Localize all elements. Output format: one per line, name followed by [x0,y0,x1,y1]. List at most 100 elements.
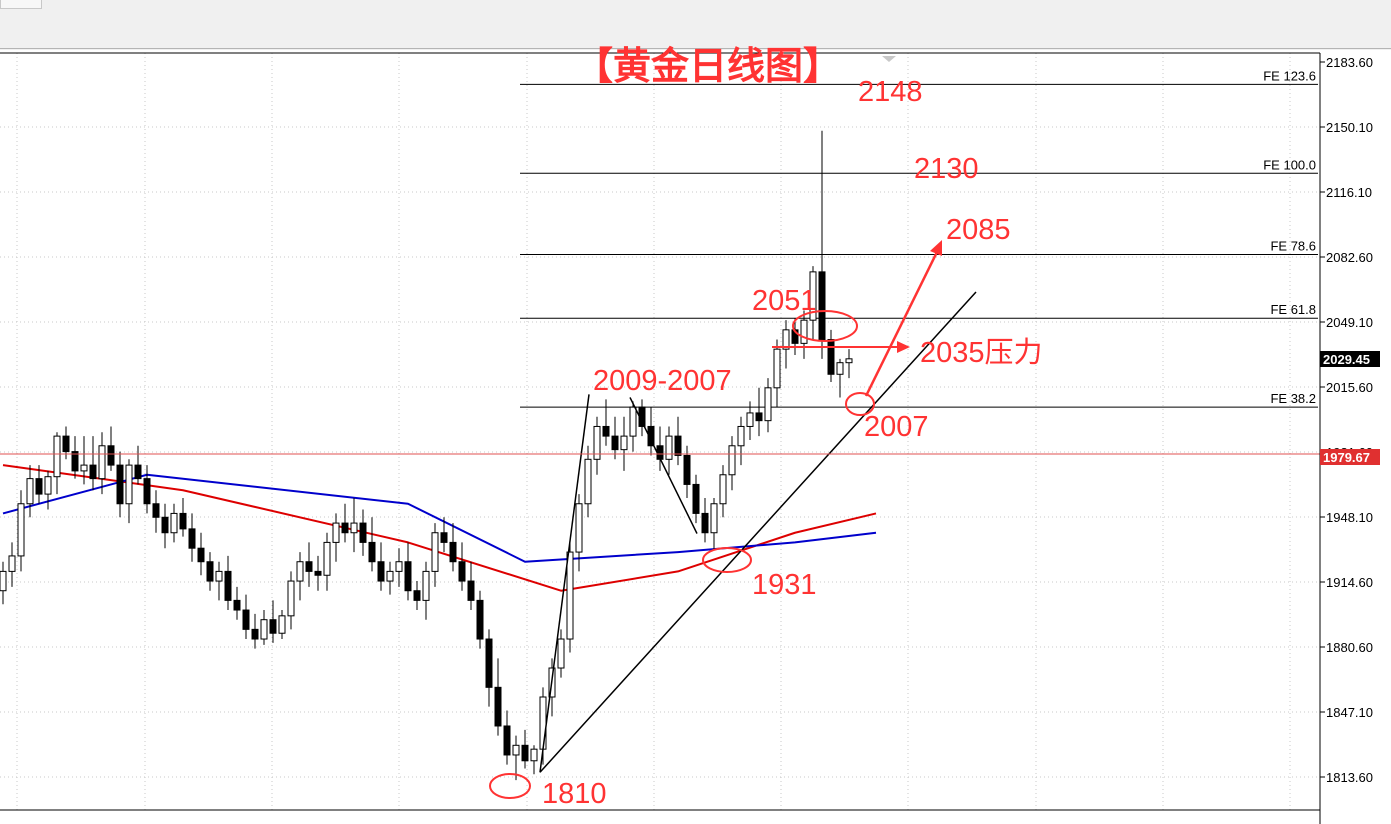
candle-body [341,522,349,534]
candle-body [188,528,196,549]
candle-body [845,358,853,364]
candle-body [143,478,151,505]
candle-body [314,570,322,576]
candle-body [458,561,466,582]
candle-body [647,425,655,447]
candle-body [620,435,628,451]
candle-body [107,445,115,466]
trendline [629,397,698,534]
candle-body [764,387,772,422]
candle-body [530,748,538,762]
candle-body [629,406,637,437]
candle-body [395,561,403,572]
price-axis: 2183.60 2150.10 2116.10 2082.60 2049.10 2015.… [1320,55,1373,785]
candle-body [125,464,133,505]
candle-body [296,561,304,582]
candle-body [260,619,268,640]
toolbar-button[interactable] [0,0,42,9]
price-axis-label: 1880.60 [1326,640,1373,655]
candle-body [476,599,484,640]
price-axis-label: 2015.60 [1326,380,1373,395]
candle-body [332,522,340,543]
candle-body [539,696,547,750]
price-axis-label: 2183.60 [1326,55,1373,70]
candle-body [26,478,34,505]
annotation-2130: 2130 [914,153,979,185]
fib-level-label: FE 123.6 [1263,68,1316,83]
candle-body [17,503,25,557]
toolbar [0,0,1391,50]
candle-body [584,458,592,505]
candle-body [53,435,61,478]
candle-body [251,628,259,640]
moving-average-line [2,464,877,592]
annotation-2035: 2035压力 [920,336,1043,369]
candle-body [503,725,511,756]
marker-price-label: 1979.67 [1323,450,1370,465]
annotation-1931: 1931 [752,569,817,601]
chart-background [0,50,1391,824]
candle-body [800,319,808,344]
price-axis-label: 2082.60 [1326,250,1373,265]
toolbar-divider [0,48,1391,49]
candle-body [674,435,682,456]
candle-body [215,570,223,582]
fib-level-label: FE 78.6 [1270,238,1316,253]
price-axis-label: 2116.10 [1326,185,1372,200]
candle-body [836,362,844,375]
candle-body [71,451,79,472]
candle-body [233,599,241,611]
current-price-label: 2029.45 [1323,352,1370,367]
candle-body [377,561,385,582]
candle-body [152,503,160,518]
candle-body [485,638,493,688]
chart-shift-marker[interactable] [882,56,896,62]
price-axis-label: 1813.60 [1326,770,1373,785]
arrow-2085-line [864,251,939,397]
candle-body [98,445,106,480]
candle-body [818,271,826,340]
fibonacci-levels: FE 123.6 FE 100.0 FE 78.6 FE 61.8 FE 38.2 [520,68,1318,408]
candle-body [431,532,439,572]
candle-body [359,522,367,543]
candle-body [782,329,790,350]
candle-body [116,464,124,505]
candle-body [773,348,781,389]
candle-body [206,561,214,582]
candle-body [179,512,187,530]
price-chart[interactable]: FE 123.6 FE 100.0 FE 78.6 FE 61.8 FE 38.2 21… [0,50,1391,824]
candle-body [404,561,412,592]
fib-level-label: FE 38.2 [1270,391,1316,406]
candle-body [350,522,358,534]
candle-body [422,570,430,601]
annotations: 2148 2130 2085 2051 2035压力 2009-2007 200… [489,76,1043,810]
candle-body [305,561,313,572]
candle-body [728,445,736,476]
candle-body [89,464,97,480]
candle-body [8,555,16,572]
candles [0,130,853,781]
fib-level-label: FE 61.8 [1270,302,1316,317]
candle-body [269,619,277,634]
candle-body [62,435,70,453]
price-axis-label: 1948.10 [1326,510,1373,525]
fib-level-label: FE 100.0 [1263,157,1316,172]
arrow-2085-head [930,240,942,256]
candle-body [602,425,610,437]
trendline [539,291,977,773]
price-axis-label: 2049.10 [1326,315,1373,330]
candle-body [566,551,574,640]
candle-body [80,464,88,472]
circle-2007 [845,392,875,416]
price-axis-label: 1847.10 [1326,705,1373,720]
candle-body [449,541,457,563]
candle-body [494,686,502,727]
arrow-2035-head [897,341,910,353]
candle-body [440,532,448,543]
candle-body [521,744,529,762]
candle-body [593,425,601,460]
candle-body [557,638,565,669]
annotation-1810: 1810 [542,778,607,810]
trendlines [539,291,977,773]
trendline [539,394,590,773]
